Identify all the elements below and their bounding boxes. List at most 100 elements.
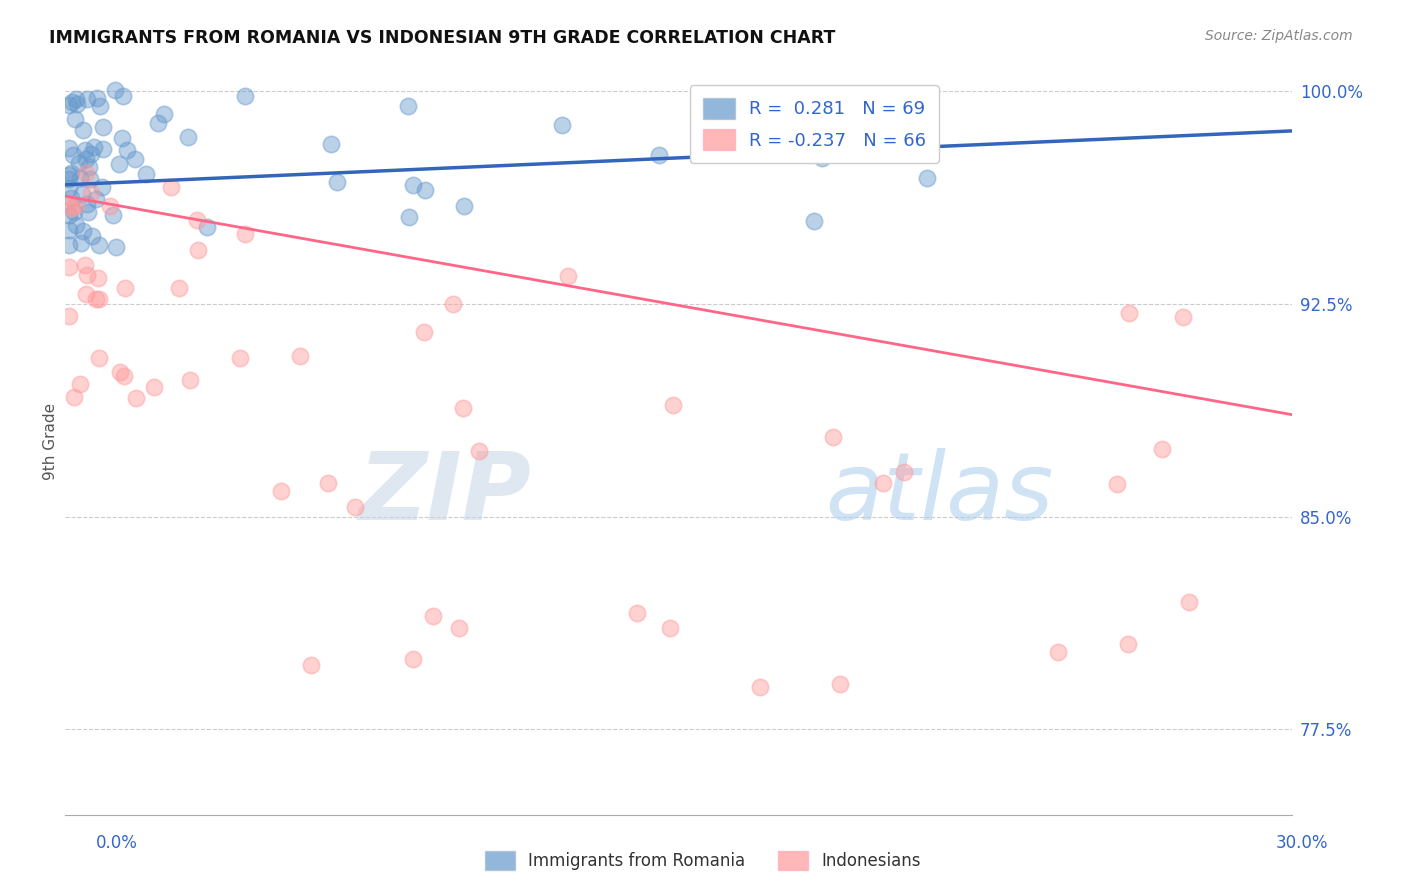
Point bbox=[101, 208, 124, 222]
Point bbox=[626, 606, 648, 620]
Point bbox=[83, 139, 105, 153]
Point bbox=[58, 141, 80, 155]
Point bbox=[1118, 306, 1140, 320]
Point bbox=[76, 91, 98, 105]
Point bbox=[63, 112, 86, 127]
Point bbox=[659, 621, 682, 635]
Point bbox=[63, 390, 86, 404]
Point bbox=[89, 351, 111, 366]
Point bbox=[344, 500, 367, 514]
Point bbox=[58, 309, 80, 323]
Point bbox=[443, 297, 465, 311]
Point bbox=[396, 99, 419, 113]
Point bbox=[557, 268, 579, 283]
Point bbox=[59, 166, 82, 180]
Text: atlas: atlas bbox=[825, 449, 1053, 540]
Point bbox=[58, 181, 80, 195]
Point bbox=[152, 107, 174, 121]
Point bbox=[176, 129, 198, 144]
Point bbox=[233, 227, 256, 242]
Point bbox=[112, 89, 135, 103]
Point bbox=[1046, 645, 1069, 659]
Point bbox=[229, 351, 252, 366]
Point bbox=[60, 201, 83, 215]
Point bbox=[79, 172, 101, 186]
Point bbox=[80, 228, 103, 243]
Point bbox=[468, 444, 491, 458]
Point bbox=[412, 325, 434, 339]
Point bbox=[86, 91, 108, 105]
Point bbox=[67, 156, 90, 170]
Point bbox=[58, 223, 80, 237]
Point bbox=[98, 199, 121, 213]
Point bbox=[197, 219, 219, 234]
Text: 0.0%: 0.0% bbox=[96, 834, 138, 852]
Point bbox=[1171, 310, 1194, 324]
Text: ZIP: ZIP bbox=[359, 448, 531, 540]
Legend: R =  0.281   N = 69, R = -0.237   N = 66: R = 0.281 N = 69, R = -0.237 N = 66 bbox=[690, 85, 939, 163]
Point bbox=[233, 88, 256, 103]
Point bbox=[69, 171, 91, 186]
Point bbox=[551, 118, 574, 132]
Point bbox=[179, 373, 201, 387]
Point bbox=[60, 95, 83, 109]
Point bbox=[125, 391, 148, 405]
Point bbox=[72, 224, 94, 238]
Point bbox=[75, 166, 97, 180]
Text: Source: ZipAtlas.com: Source: ZipAtlas.com bbox=[1205, 29, 1353, 44]
Point bbox=[447, 621, 470, 635]
Point bbox=[915, 170, 938, 185]
Point bbox=[872, 475, 894, 490]
Point bbox=[662, 398, 685, 412]
Point bbox=[316, 476, 339, 491]
Point bbox=[893, 465, 915, 479]
Point bbox=[422, 609, 444, 624]
Point bbox=[1178, 595, 1201, 609]
Point bbox=[110, 130, 132, 145]
Point bbox=[70, 236, 93, 251]
Text: IMMIGRANTS FROM ROMANIA VS INDONESIAN 9TH GRADE CORRELATION CHART: IMMIGRANTS FROM ROMANIA VS INDONESIAN 9T… bbox=[49, 29, 835, 47]
Point bbox=[76, 196, 98, 211]
Point bbox=[58, 172, 80, 186]
Point bbox=[270, 483, 292, 498]
Point bbox=[89, 98, 111, 112]
Point bbox=[112, 369, 135, 384]
Point bbox=[76, 268, 98, 282]
Point bbox=[319, 137, 342, 152]
Point bbox=[115, 143, 138, 157]
Legend: Immigrants from Romania, Indonesians: Immigrants from Romania, Indonesians bbox=[478, 844, 928, 877]
Point bbox=[65, 198, 87, 212]
Point bbox=[1116, 636, 1139, 650]
Point bbox=[58, 98, 80, 112]
Point bbox=[186, 213, 208, 227]
Y-axis label: 9th Grade: 9th Grade bbox=[44, 403, 58, 480]
Point bbox=[187, 243, 209, 257]
Point bbox=[169, 281, 191, 295]
Point bbox=[59, 191, 82, 205]
Point bbox=[72, 122, 94, 136]
Point bbox=[80, 186, 103, 200]
Point bbox=[75, 152, 97, 166]
Point bbox=[401, 178, 423, 192]
Point bbox=[160, 180, 183, 194]
Point bbox=[69, 377, 91, 392]
Point bbox=[741, 139, 763, 153]
Point bbox=[413, 184, 436, 198]
Point bbox=[58, 169, 80, 183]
Point bbox=[135, 167, 157, 181]
Point bbox=[401, 651, 423, 665]
Point bbox=[108, 365, 131, 379]
Point bbox=[146, 115, 169, 129]
Point bbox=[58, 199, 80, 213]
Point bbox=[76, 287, 98, 301]
Point bbox=[87, 292, 110, 306]
Point bbox=[104, 83, 127, 97]
Point bbox=[114, 281, 136, 295]
Point bbox=[66, 96, 89, 111]
Point bbox=[84, 292, 107, 306]
Point bbox=[65, 218, 87, 232]
Point bbox=[124, 152, 146, 166]
Point bbox=[58, 238, 80, 252]
Point bbox=[453, 401, 475, 415]
Point bbox=[453, 198, 475, 212]
